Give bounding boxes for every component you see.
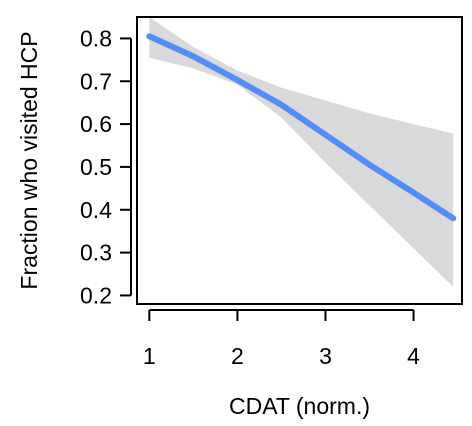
y-tick-label: 0.3 xyxy=(80,240,112,266)
y-tick-label: 0.4 xyxy=(80,197,112,223)
plot-frame xyxy=(136,16,463,305)
x-tick-label: 4 xyxy=(407,343,420,369)
y-tick-label: 0.6 xyxy=(80,111,112,137)
x-axis-title: CDAT (norm.) xyxy=(229,393,370,419)
y-tick-label: 0.2 xyxy=(80,282,112,308)
x-tick-label: 1 xyxy=(143,343,156,369)
x-tick-label: 3 xyxy=(319,343,332,369)
y-tick-label: 0.7 xyxy=(80,68,112,94)
y-tick-label: 0.5 xyxy=(80,154,112,180)
x-tick-label: 2 xyxy=(231,343,244,369)
y-axis-title: Fraction who visited HCP xyxy=(16,31,42,289)
series-line-0 xyxy=(146,33,457,222)
confidence-band xyxy=(149,17,454,287)
y-tick-label: 0.8 xyxy=(80,25,112,51)
